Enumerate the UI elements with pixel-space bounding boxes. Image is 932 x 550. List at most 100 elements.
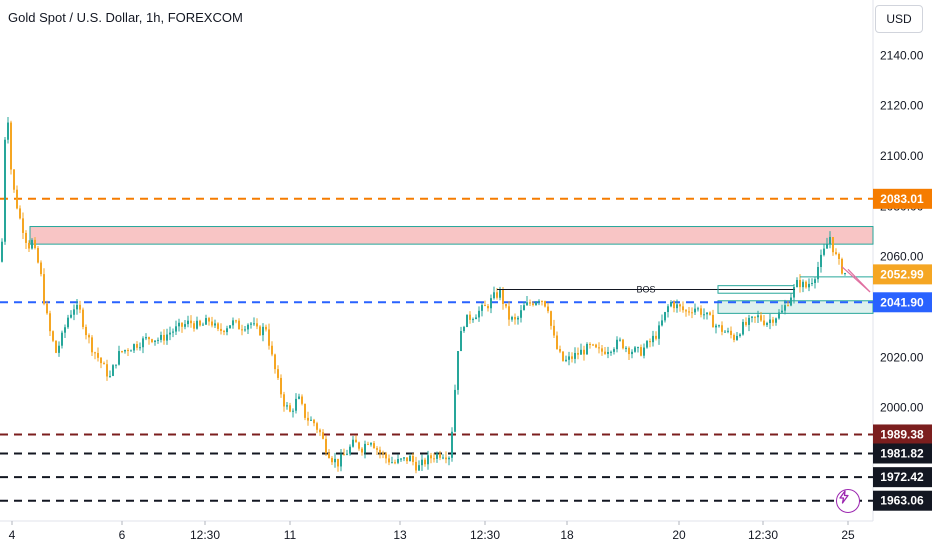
candle-body	[826, 244, 828, 249]
price-tag-bg	[873, 490, 932, 511]
candle-body	[85, 326, 87, 336]
price-tag-bg	[873, 264, 932, 285]
candle-body	[160, 334, 162, 340]
candle-body	[463, 327, 465, 332]
candle-body	[187, 320, 189, 325]
candle-body	[772, 319, 774, 323]
y-axis-ticks: 2140.002120.002100.002080.002060.002040.…	[880, 48, 924, 414]
candle-body	[646, 341, 648, 348]
candle-body	[598, 347, 600, 349]
candle-body	[679, 304, 681, 307]
candle-body	[589, 343, 591, 345]
candle-body	[58, 345, 60, 353]
candle-body	[523, 305, 525, 311]
lightning-icon[interactable]	[836, 489, 860, 513]
candle-body	[439, 453, 441, 458]
zones-layer	[29, 226, 874, 314]
candle-body	[232, 320, 234, 326]
price-labels-layer: 2083.01 2052.99 2041.90 1989.38 1981.82 1972.…	[873, 188, 932, 511]
x-tick-label: 13	[393, 528, 407, 542]
candle-body	[67, 317, 69, 328]
candle-body	[295, 398, 297, 411]
candle-body	[697, 308, 699, 310]
candle-body	[517, 317, 519, 320]
candle-body	[541, 300, 543, 302]
candle-body	[670, 301, 672, 307]
candle-body	[127, 349, 129, 352]
candle-body	[835, 252, 837, 255]
candle-body	[655, 335, 657, 339]
candle-body	[244, 329, 246, 331]
candle-body	[454, 389, 456, 432]
candle-body	[556, 335, 558, 349]
currency-button[interactable]: USD	[875, 5, 923, 33]
candle-body	[208, 318, 210, 322]
candle-body	[373, 443, 375, 449]
candle-body	[283, 394, 285, 407]
candle-body	[421, 459, 423, 466]
x-axis-ticks: 4 6 12:30 11 13 12:30 18 20 12:30 25	[9, 521, 855, 542]
x-tick-label: 6	[119, 528, 126, 542]
candle-body	[121, 351, 123, 353]
candle-body	[250, 323, 252, 325]
candle-body	[418, 465, 420, 471]
candle-body	[448, 457, 450, 460]
candle-body	[703, 314, 705, 316]
candle-body	[544, 301, 546, 307]
candle-body	[364, 443, 366, 453]
candle-body	[733, 334, 735, 340]
candle-body	[613, 349, 615, 352]
candle-body	[76, 304, 78, 310]
candle-body	[577, 352, 579, 355]
candle-body	[304, 403, 306, 418]
candle-body	[361, 448, 363, 453]
x-tick-label: 12:30	[470, 528, 500, 542]
candle-body	[148, 337, 150, 340]
y-tick-label: 2140.00	[880, 48, 924, 62]
candle-body	[307, 417, 309, 421]
candle-body	[430, 455, 432, 459]
candle-body	[175, 326, 177, 332]
candle-body	[61, 332, 63, 346]
candle-body	[643, 347, 645, 356]
price-tag-label: 1989.38	[880, 427, 924, 441]
candle-body	[139, 347, 141, 349]
candle-body	[640, 347, 642, 356]
candle-body	[172, 331, 174, 333]
green-zone	[717, 300, 874, 314]
candle-body	[346, 453, 348, 455]
candle-body	[91, 337, 93, 353]
candle-body	[718, 325, 720, 327]
candle-body	[508, 306, 510, 320]
candle-body	[514, 317, 516, 320]
candle-body	[256, 323, 258, 327]
candle-body	[631, 351, 633, 355]
candle-body	[649, 341, 651, 343]
candle-body	[46, 303, 48, 314]
candle-body	[673, 301, 675, 309]
candle-body	[367, 443, 369, 445]
price-tag-bg	[873, 188, 932, 209]
candle-body	[526, 302, 528, 306]
candle-body	[472, 319, 474, 321]
candle-body	[349, 446, 351, 454]
candle-body	[799, 279, 801, 288]
candle-body	[784, 305, 786, 311]
candle-body	[496, 292, 498, 298]
candle-body	[751, 316, 753, 318]
candle-body	[358, 442, 360, 449]
candle-body	[1, 241, 3, 262]
candle-body	[103, 363, 105, 365]
candle-body	[715, 325, 717, 328]
candle-body	[88, 335, 90, 338]
candle-body	[574, 352, 576, 359]
candle-body	[142, 338, 144, 348]
candle-body	[331, 458, 333, 463]
candle-body	[355, 439, 357, 443]
candle-body	[433, 458, 435, 460]
candle-body	[499, 288, 501, 298]
candle-body	[445, 457, 447, 460]
candle-body	[298, 396, 300, 399]
candle-body	[352, 439, 354, 447]
candle-body	[136, 344, 138, 348]
